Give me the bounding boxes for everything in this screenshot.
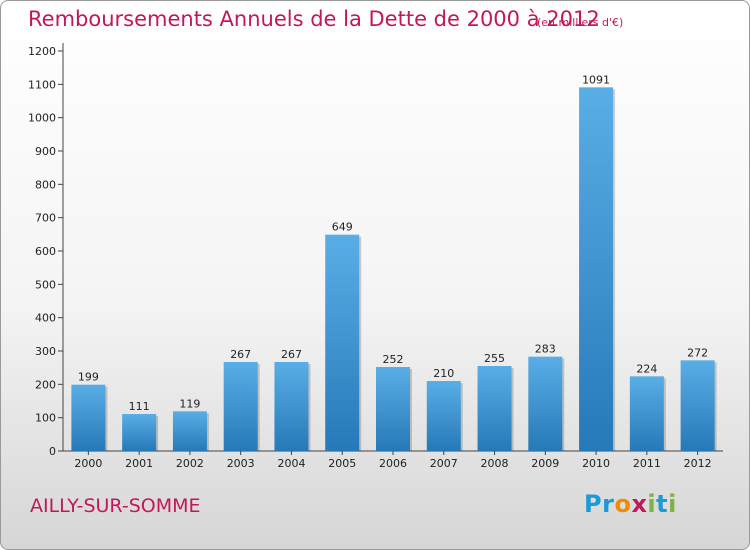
bar	[528, 356, 563, 451]
data-label: 111	[129, 400, 150, 413]
data-label: 255	[484, 352, 505, 365]
y-tick-label: 1000	[28, 112, 56, 125]
y-tick-label: 1100	[28, 78, 56, 91]
data-label: 272	[687, 346, 708, 359]
x-tick-label: 2002	[176, 457, 204, 470]
data-label: 119	[179, 397, 200, 410]
logo-letter: t	[656, 490, 669, 518]
y-tick-label: 0	[49, 445, 56, 458]
bar	[71, 384, 106, 451]
data-label: 252	[383, 353, 404, 366]
bar	[325, 234, 360, 451]
x-tick-label: 2012	[684, 457, 712, 470]
logo-letter: o	[614, 490, 632, 518]
y-tick-label: 1200	[28, 45, 56, 58]
x-tick-label: 2011	[633, 457, 661, 470]
bar	[122, 414, 157, 451]
data-label: 267	[230, 348, 251, 361]
x-tick-label: 2010	[582, 457, 610, 470]
x-tick-label: 2008	[481, 457, 509, 470]
x-tick-label: 2004	[277, 457, 305, 470]
y-tick-label: 700	[35, 212, 56, 225]
x-tick-label: 2003	[227, 457, 255, 470]
bar	[579, 87, 614, 451]
y-tick-label: 300	[35, 345, 56, 358]
y-tick-label: 200	[35, 378, 56, 391]
logo-letter: P	[584, 490, 603, 518]
data-label: 199	[78, 371, 99, 384]
y-tick-label: 500	[35, 278, 56, 291]
data-label: 224	[636, 362, 657, 375]
x-tick-label: 2007	[430, 457, 458, 470]
bar	[426, 381, 461, 451]
x-tick-label: 2006	[379, 457, 407, 470]
bar	[477, 366, 512, 451]
logo-letter: i	[647, 490, 657, 518]
data-label: 1091	[582, 73, 610, 86]
y-tick-label: 400	[35, 312, 56, 325]
x-tick-label: 2005	[328, 457, 356, 470]
x-tick-label: 2001	[125, 457, 153, 470]
data-label: 210	[433, 367, 454, 380]
x-tick-label: 2000	[74, 457, 102, 470]
y-tick-label: 100	[35, 412, 56, 425]
chart-title: Remboursements Annuels de la Dette de 20…	[28, 7, 600, 31]
bar	[274, 362, 309, 451]
data-label: 267	[281, 348, 302, 361]
chart-subtitle: (en milliers d'€)	[537, 16, 624, 29]
bar	[376, 367, 410, 451]
x-tick-label: 2009	[531, 457, 559, 470]
bar	[223, 362, 258, 451]
logo-letter: i	[668, 490, 677, 518]
bar	[629, 376, 664, 451]
y-tick-label: 900	[35, 145, 56, 158]
place-name: AILLY-SUR-SOMME	[30, 495, 201, 517]
y-tick-label: 600	[35, 245, 56, 258]
logo-letter: r	[602, 490, 615, 518]
logo-letter: x	[631, 490, 648, 518]
proxiti-logo: Proxiti	[584, 490, 677, 518]
y-tick-label: 800	[35, 178, 56, 191]
bar	[680, 360, 715, 451]
bar	[172, 411, 207, 451]
data-label: 283	[535, 343, 556, 356]
data-label: 649	[332, 221, 353, 234]
